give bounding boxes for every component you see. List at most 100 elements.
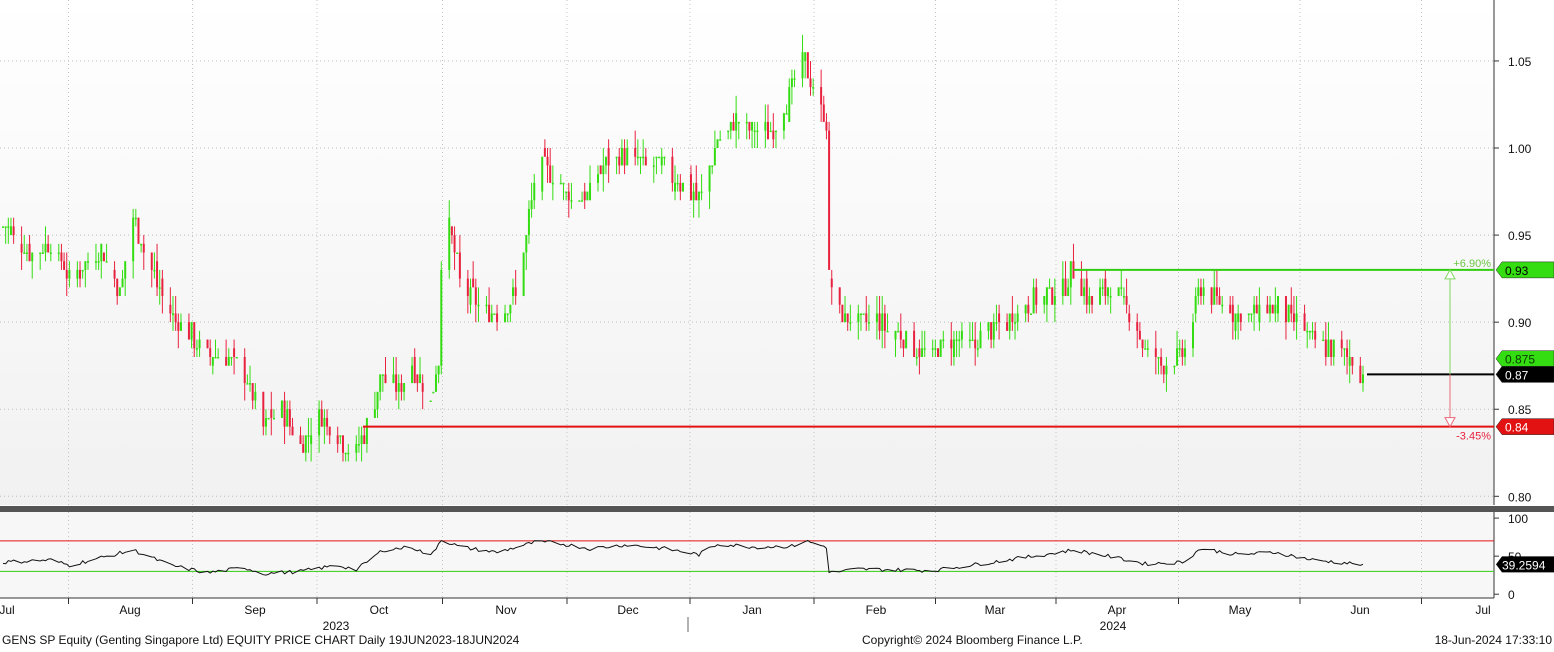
candle-body — [142, 243, 145, 253]
candle-body — [158, 287, 161, 289]
candle-body — [849, 322, 852, 324]
candle-body — [597, 174, 599, 183]
candle-body — [565, 191, 568, 194]
candle-body — [942, 339, 945, 342]
candle-body — [623, 148, 626, 166]
candle-body — [437, 365, 440, 375]
candle-body — [1269, 304, 1272, 314]
candle-body — [1340, 339, 1343, 349]
candle-body — [1327, 339, 1330, 357]
candle-body — [1043, 296, 1046, 305]
month-label-jul-0: Jul — [0, 603, 15, 617]
candle-body — [456, 252, 459, 254]
candle-body — [251, 383, 254, 401]
candle-body — [1348, 356, 1351, 366]
candle-body — [689, 174, 692, 201]
current-price-tag-label: 0.875 — [1505, 353, 1535, 367]
candle-body — [905, 330, 908, 349]
candle-body — [60, 252, 63, 262]
candle-body — [20, 243, 23, 253]
candle-body — [679, 182, 682, 192]
candle-body — [318, 409, 321, 436]
candle-body — [488, 304, 491, 323]
candle-body — [682, 182, 684, 192]
candle-body — [599, 165, 602, 175]
candle-body — [153, 269, 156, 272]
candle-body — [400, 383, 403, 392]
candle-body — [857, 313, 860, 323]
candle-body — [878, 313, 881, 331]
candle-body — [392, 374, 395, 384]
candle-body — [700, 191, 703, 194]
candle-body — [347, 452, 350, 455]
candle-body — [897, 330, 900, 333]
candle-body — [1351, 356, 1354, 366]
candle-body — [373, 409, 376, 418]
candle-body — [227, 356, 230, 366]
candle-body — [923, 348, 926, 350]
candle-body — [211, 356, 214, 366]
resistance-price-tag-label: 0.93 — [1505, 264, 1529, 278]
candle-body — [1277, 296, 1279, 314]
candle-body — [323, 417, 326, 427]
candle-body — [801, 52, 804, 79]
candle-body — [198, 339, 201, 349]
candle-body — [883, 313, 886, 331]
candle-body — [68, 269, 71, 279]
candle-body — [84, 261, 87, 270]
candle-body — [551, 182, 554, 185]
candle-body — [881, 313, 884, 331]
candle-body — [472, 278, 475, 288]
candle-body — [1136, 322, 1139, 331]
candle-body — [634, 148, 637, 157]
candlesticks — [2, 34, 1364, 462]
candle-body — [1247, 313, 1250, 315]
candle-body — [416, 374, 419, 384]
upside-percent-label: +6.90% — [1453, 258, 1491, 270]
candle-body — [246, 383, 249, 385]
candle-body — [812, 87, 815, 89]
candle-body — [25, 252, 28, 254]
candle-body — [583, 191, 586, 201]
candle-body — [458, 252, 461, 279]
candle-body — [774, 130, 777, 133]
candle-body — [748, 121, 751, 131]
month-label-dec-5: Dec — [617, 603, 638, 617]
candle-body — [12, 226, 15, 236]
candle-body — [559, 182, 562, 185]
candle-body — [995, 322, 998, 324]
candle-body — [841, 304, 844, 323]
candle-body — [1099, 287, 1102, 305]
candle-body — [830, 278, 833, 288]
candle-body — [602, 165, 605, 175]
candle-body — [886, 330, 889, 333]
price-tick-label-5: 1.05 — [1508, 55, 1532, 69]
candle-body — [397, 383, 400, 392]
candle-body — [23, 252, 26, 254]
candle-body — [998, 313, 1001, 323]
candle-body — [1101, 287, 1104, 289]
candle-body — [209, 348, 212, 357]
candle-body — [1266, 304, 1269, 314]
candle-body — [496, 313, 499, 323]
candle-body — [506, 313, 509, 315]
candle-body — [937, 348, 939, 357]
candle-body — [1274, 304, 1277, 314]
price-tick-label-4: 1.00 — [1508, 142, 1532, 156]
candle-body — [756, 130, 759, 133]
candle-body — [1035, 287, 1038, 305]
candle-body — [379, 374, 382, 392]
candle-body — [1173, 365, 1176, 368]
candle-body — [190, 322, 193, 340]
candle-body — [846, 313, 849, 323]
candle-body — [1061, 278, 1064, 297]
candle-body — [299, 435, 302, 445]
candle-body — [1122, 296, 1125, 298]
candle-body — [1088, 296, 1091, 305]
candle-body — [525, 235, 528, 253]
candle-body — [41, 252, 44, 254]
candle-body — [7, 226, 10, 228]
candle-body — [1210, 287, 1213, 305]
candle-body — [450, 226, 453, 236]
candle-body — [729, 121, 732, 131]
